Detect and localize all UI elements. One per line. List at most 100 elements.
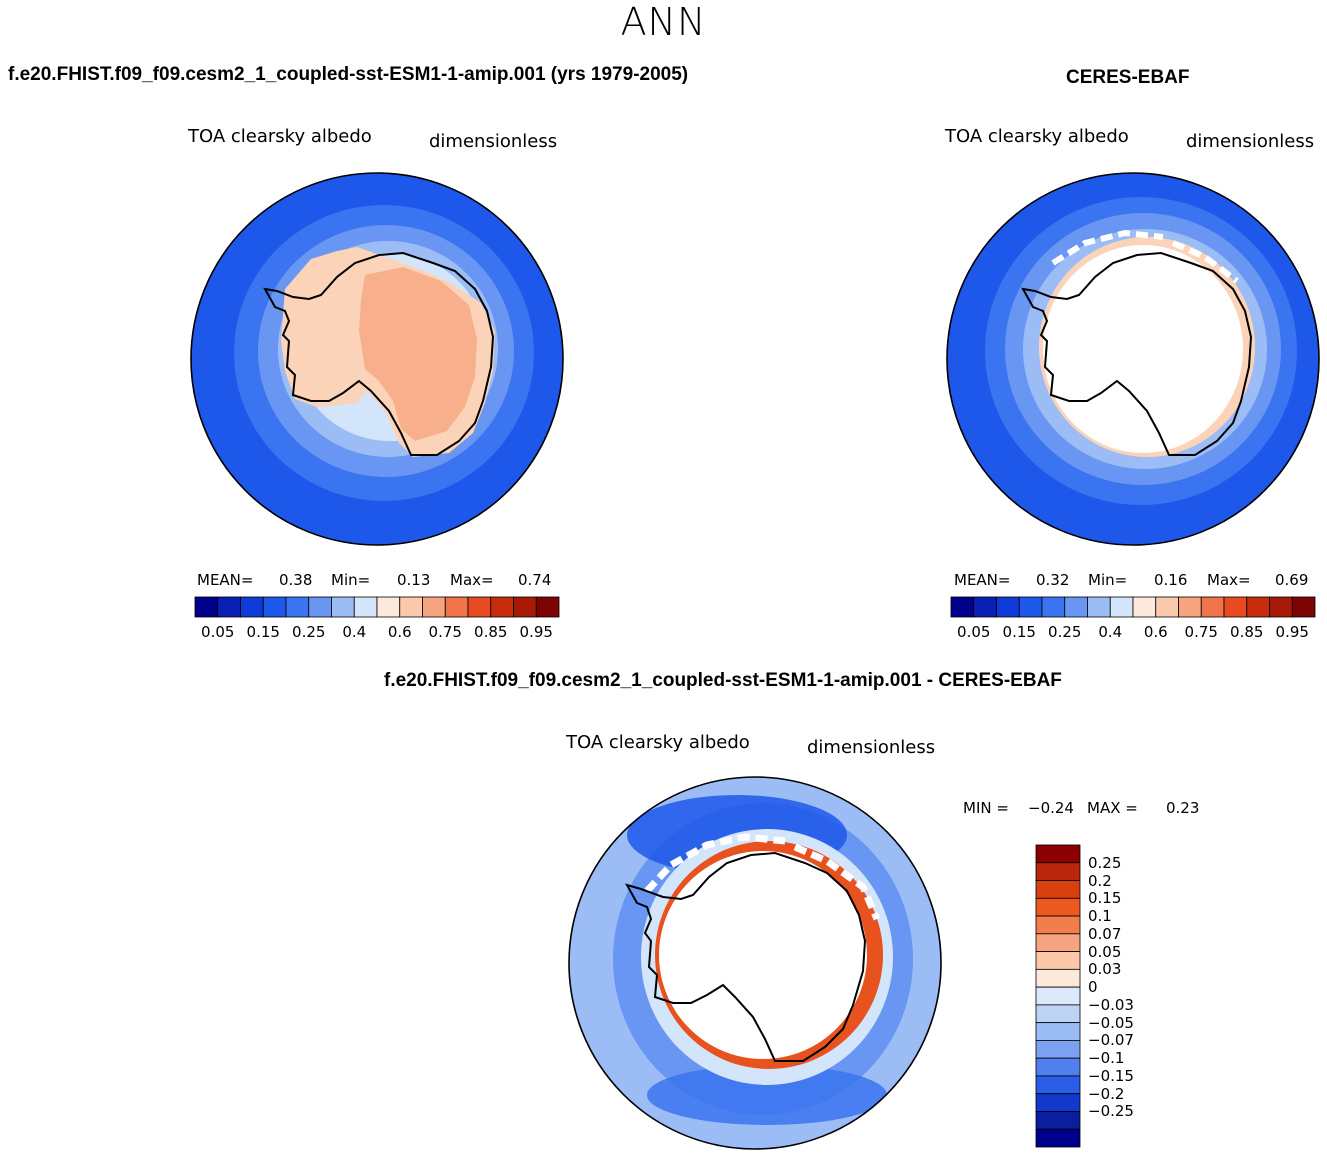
- diff-colorbar-box: [1035, 1004, 1081, 1024]
- model-colorbar-tick-label: 0.4: [342, 623, 367, 641]
- diff-colorbar-tick-label: −0.2: [1088, 1084, 1125, 1103]
- diff-colorbar-box: [1035, 897, 1081, 917]
- model-colorbar-tick-label: 0.05: [201, 623, 235, 641]
- model-colorbar-box: [513, 596, 537, 618]
- obs-max-label: Max=: [1207, 571, 1251, 589]
- diff-colorbar-box: [1035, 1075, 1081, 1095]
- obs-missing-region: [1043, 245, 1243, 453]
- obs-panel-header: CERES-EBAF: [1066, 67, 1190, 88]
- diff-colorbar-tick-label: 0: [1088, 978, 1098, 997]
- model-units-label: dimensionless: [429, 131, 558, 152]
- model-colorbar-tick-label: 0.15: [246, 623, 280, 641]
- obs-colorbar-box: [950, 596, 975, 618]
- model-colorbar-box: [240, 596, 264, 618]
- diff-colorbar-box: [1035, 933, 1081, 952]
- obs-colorbar-tick-label: 0.85: [1230, 623, 1264, 641]
- model-colorbar-tick-label: 0.75: [428, 623, 462, 641]
- obs-colorbar-box: [996, 596, 1020, 618]
- model-colorbar-box: [308, 596, 332, 618]
- model-colorbar-box: [331, 596, 355, 618]
- diff-negative-patch-south: [647, 1065, 887, 1125]
- obs-colorbar-tick-label: 0.95: [1275, 623, 1309, 641]
- diff-map-border: [568, 776, 942, 1150]
- diff-colorbar-box: [1035, 880, 1081, 899]
- obs-min-value: 0.16: [1154, 571, 1188, 589]
- obs-colorbar: [950, 596, 1316, 618]
- diff-colorbar-box: [1035, 1040, 1081, 1059]
- model-max-value: 0.74: [518, 571, 552, 589]
- obs-colorbar-box: [1109, 596, 1134, 618]
- model-colorbar: [194, 596, 560, 618]
- model-colorbar-box: [399, 596, 423, 618]
- diff-missing-region: [659, 851, 867, 1059]
- diff-colorbar-tick-label: 0.05: [1088, 942, 1122, 961]
- diff-panel-header: f.e20.FHIST.f09_f09.cesm2_1_coupled-sst-…: [384, 670, 1062, 691]
- obs-colorbar-box: [1246, 596, 1270, 618]
- obs-colorbar-box: [1178, 596, 1202, 618]
- diff-colorbar-tick-label: −0.1: [1088, 1049, 1125, 1068]
- diff-variable-label: TOA clearsky albedo: [566, 732, 750, 753]
- diff-colorbar-box: [1035, 968, 1081, 988]
- diff-colorbar-tick-label: −0.03: [1088, 995, 1134, 1014]
- obs-colorbar-tick-label: 0.25: [1048, 623, 1082, 641]
- model-min-value: 0.13: [397, 571, 431, 589]
- diff-colorbar-tick-label: 0.25: [1088, 853, 1122, 872]
- diff-polar-map: [568, 776, 942, 1150]
- model-variable-label: TOA clearsky albedo: [188, 126, 372, 147]
- diff-colorbar-box: [1035, 1057, 1081, 1077]
- figure-title: ANN: [620, 0, 707, 44]
- model-min-label: Min=: [331, 571, 371, 589]
- obs-missing-dashes: [1051, 229, 1239, 284]
- diff-max-value: 0.23: [1166, 799, 1200, 817]
- obs-colorbar-box: [1200, 596, 1225, 618]
- model-colorbar-tick-label: 0.85: [474, 623, 508, 641]
- obs-mean-label: MEAN=: [954, 571, 1011, 589]
- model-colorbar-box: [422, 596, 446, 618]
- obs-colorbar-tick-label: 0.75: [1184, 623, 1218, 641]
- model-colorbar-box: [467, 596, 492, 618]
- model-polar-map: [190, 172, 564, 546]
- diff-colorbar-box: [1035, 1093, 1081, 1112]
- diff-colorbar-box: [1035, 986, 1081, 1006]
- diff-missing-dashes: [644, 833, 881, 921]
- obs-polar-map: [946, 172, 1320, 546]
- diff-coastline: [624, 851, 867, 1062]
- diff-colorbar-box: [1035, 1128, 1081, 1148]
- obs-colorbar-tick-label: 0.15: [1002, 623, 1036, 641]
- diff-units-label: dimensionless: [807, 737, 936, 758]
- diff-colorbar-tick-label: 0.15: [1088, 889, 1122, 908]
- model-mean-value: 0.38: [279, 571, 313, 589]
- obs-units-label: dimensionless: [1186, 131, 1315, 152]
- obs-variable-label: TOA clearsky albedo: [945, 126, 1129, 147]
- diff-colorbar-box: [1035, 915, 1081, 935]
- diff-colorbar-tick-label: 0.2: [1088, 871, 1112, 890]
- obs-colorbar-box: [1087, 596, 1111, 618]
- diff-colorbar-tick-label: −0.05: [1088, 1013, 1134, 1032]
- obs-colorbar-box: [1041, 596, 1066, 618]
- obs-colorbar-box: [1269, 596, 1293, 618]
- diff-max-label: MAX =: [1087, 799, 1138, 817]
- model-colorbar-box: [285, 596, 310, 618]
- obs-colorbar-tick-label: 0.05: [957, 623, 991, 641]
- obs-mean-value: 0.32: [1036, 571, 1070, 589]
- model-colorbar-box: [535, 596, 560, 618]
- model-colorbar-box: [353, 596, 378, 618]
- model-panel-header: f.e20.FHIST.f09_f09.cesm2_1_coupled-sst-…: [8, 64, 689, 85]
- obs-colorbar-box: [1018, 596, 1043, 618]
- obs-colorbar-box: [1132, 596, 1157, 618]
- model-colorbar-box: [444, 596, 469, 618]
- obs-colorbar-box: [1291, 596, 1316, 618]
- model-colorbar-box: [376, 596, 401, 618]
- diff-colorbar-tick-label: 0.07: [1088, 924, 1122, 943]
- obs-colorbar-box: [1155, 596, 1179, 618]
- model-colorbar-tick-label: 0.95: [519, 623, 553, 641]
- diff-colorbar: [1035, 844, 1081, 1148]
- model-colorbar-tick-label: 0.6: [387, 623, 412, 641]
- obs-colorbar-tick-label: 0.4: [1098, 623, 1123, 641]
- diff-colorbar-tick-label: 0.03: [1088, 960, 1122, 979]
- diff-min-value: −0.24: [1028, 799, 1074, 817]
- model-max-label: Max=: [450, 571, 494, 589]
- diff-colorbar-tick-label: −0.15: [1088, 1066, 1134, 1085]
- obs-colorbar-box: [1223, 596, 1248, 618]
- diff-colorbar-tick-label: 0.1: [1088, 907, 1112, 926]
